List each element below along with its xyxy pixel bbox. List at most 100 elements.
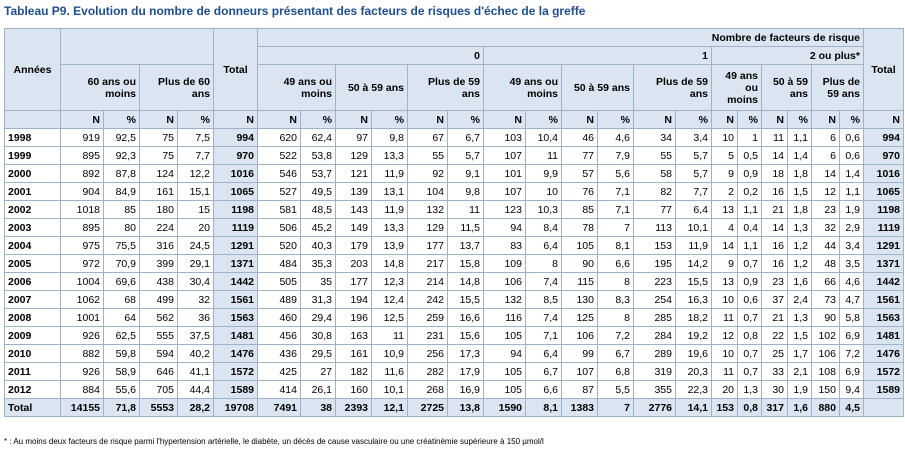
value-cell: 203 [335, 254, 372, 273]
value-cell: 8 [597, 272, 634, 291]
value-cell: 16,9 [447, 380, 484, 399]
value-cell: 14 [811, 164, 840, 183]
value-cell: 581 [257, 200, 301, 219]
value-cell: 0,8 [737, 326, 762, 345]
value-cell: 6 [811, 146, 840, 165]
value-cell: 4 [711, 218, 738, 237]
year-cell: 2012 [4, 380, 61, 399]
header-total-right: Total [863, 28, 904, 111]
value-cell: 259 [407, 308, 448, 327]
unit-n: N [257, 110, 301, 129]
value-cell: 1,9 [839, 200, 864, 219]
value-cell: 0,2 [737, 182, 762, 201]
value-cell: 4,6 [839, 272, 864, 291]
value-cell: 7,9 [597, 146, 634, 165]
value-cell: 33 [761, 362, 788, 381]
value-cell: 92 [407, 164, 448, 183]
table-row: 2004 975 75,5 316 24,5 1291 520 40,3 179 13,9 177 1… [4, 236, 904, 255]
value-cell: 12 [711, 326, 738, 345]
total-cell: 1561 [863, 290, 904, 309]
total-cell: 1442 [863, 272, 904, 291]
value-cell: 18,2 [675, 308, 712, 327]
value-cell: 106 [483, 272, 526, 291]
value-cell: 6,9 [839, 362, 864, 381]
value-cell: 94 [483, 218, 526, 237]
value-cell: 0,6 [737, 290, 762, 309]
value-cell: 1383 [561, 398, 598, 417]
value-cell: 10,4 [525, 128, 562, 147]
value-cell: 14,8 [447, 272, 484, 291]
value-cell: 0,9 [737, 164, 762, 183]
value-cell: 37 [761, 290, 788, 309]
value-cell: 109 [483, 254, 526, 273]
unit-n: N [863, 110, 904, 129]
unit-n: N [139, 110, 178, 129]
value-cell: 895 [60, 218, 104, 237]
value-cell: 29,5 [300, 344, 336, 363]
value-cell: 82 [633, 182, 676, 201]
value-cell: 115 [561, 272, 598, 291]
value-cell: 217 [407, 254, 448, 273]
value-cell: 53,8 [300, 146, 336, 165]
year-cell: 2008 [4, 308, 61, 327]
value-cell: 5553 [139, 398, 178, 417]
value-cell: 7,4 [525, 272, 562, 291]
value-cell: 12,1 [371, 398, 408, 417]
value-cell: 489 [257, 290, 301, 309]
value-cell: 49,5 [300, 182, 336, 201]
value-cell: 10,1 [675, 218, 712, 237]
value-cell: 14155 [60, 398, 104, 417]
value-cell: 101 [483, 164, 526, 183]
value-cell: 10 [525, 182, 562, 201]
value-cell: 132 [407, 200, 448, 219]
value-cell: 705 [139, 380, 178, 399]
value-cell: 7491 [257, 398, 301, 417]
total-cell: 1119 [213, 218, 258, 237]
value-cell: 1,9 [787, 380, 812, 399]
value-cell: 242 [407, 290, 448, 309]
value-cell: 67 [407, 128, 448, 147]
unit-n: N [711, 110, 738, 129]
value-cell: 83 [483, 236, 526, 255]
value-cell: 124 [139, 164, 178, 183]
value-cell: 7,1 [597, 182, 634, 201]
unit-blank [4, 110, 61, 129]
value-cell: 30 [761, 380, 788, 399]
value-cell: 7,5 [177, 128, 214, 147]
value-cell: 882 [60, 344, 104, 363]
value-cell: 73 [811, 290, 840, 309]
value-cell: 160 [335, 380, 372, 399]
value-cell: 10 [711, 344, 738, 363]
total-cell: 1065 [213, 182, 258, 201]
header-g0-5059: 50 à 59 ans [335, 64, 408, 111]
value-cell: 9 [711, 164, 738, 183]
value-cell: 13,8 [447, 398, 484, 417]
value-cell: 289 [633, 344, 676, 363]
value-cell: 3,5 [839, 254, 864, 273]
value-cell: 44,4 [177, 380, 214, 399]
total-cell: 19708 [213, 398, 258, 417]
value-cell: 62,4 [300, 128, 336, 147]
value-cell: 11 [525, 146, 562, 165]
value-cell: 1,4 [787, 146, 812, 165]
value-cell: 5,8 [839, 308, 864, 327]
value-cell: 12,3 [371, 272, 408, 291]
value-cell: 77 [633, 200, 676, 219]
value-cell: 196 [335, 308, 372, 327]
year-cell: 2004 [4, 236, 61, 255]
value-cell: 282 [407, 362, 448, 381]
value-cell: 1590 [483, 398, 526, 417]
total-cell: 1016 [213, 164, 258, 183]
total-cell: 1572 [863, 362, 904, 381]
value-cell: 2725 [407, 398, 448, 417]
value-cell: 17,3 [447, 344, 484, 363]
value-cell: 15,6 [447, 326, 484, 345]
year-cell: 2009 [4, 326, 61, 345]
value-cell: 36 [177, 308, 214, 327]
header-g1-5059: 50 à 59 ans [561, 64, 634, 111]
value-cell: 0,9 [737, 272, 762, 291]
table-row: 2002 1018 85 180 15 1198 581 48,5 143 11,9 132 11 12… [4, 200, 904, 219]
value-cell: 1018 [60, 200, 104, 219]
table-title: Tableau P9. Evolution du nombre de donne… [4, 4, 586, 18]
value-cell: 10,9 [371, 344, 408, 363]
